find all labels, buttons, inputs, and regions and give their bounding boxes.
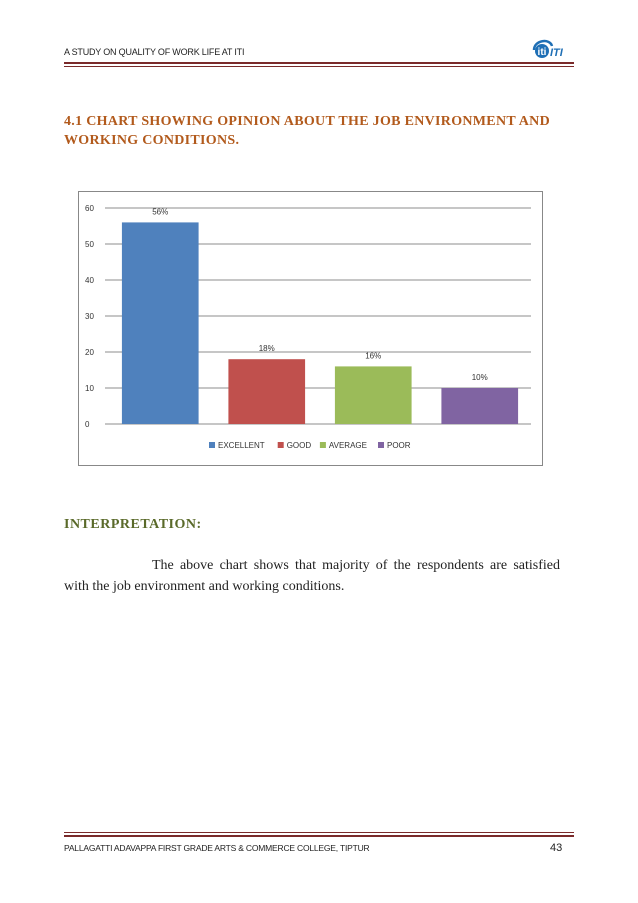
y-tick-label: 30 [85, 312, 94, 321]
legend-label: GOOD [287, 441, 312, 450]
bar-poor [441, 388, 519, 424]
legend-swatch [277, 442, 284, 448]
page-number: 43 [550, 842, 563, 854]
iti-logo: iti ITI [532, 39, 564, 59]
header-rule [64, 62, 574, 64]
data-label: 16% [365, 351, 381, 360]
legend-swatch [209, 442, 215, 448]
section-title: 4.1 CHART SHOWING OPINION ABOUT THE JOB … [64, 114, 550, 148]
data-label: 18% [259, 344, 275, 353]
bar-chart: 0 10 20 30 40 50 60 56% 18% 16% 10% EXCELLENT GOOD AV… [85, 204, 531, 450]
header-rule-thin [64, 66, 574, 67]
y-tick-label: 20 [85, 348, 94, 357]
y-tick-label: 50 [85, 240, 94, 249]
interpretation-paragraph: The above chart shows that majority of t… [64, 555, 560, 597]
footer-rule-thin [64, 832, 574, 833]
chart-container: 0 10 20 30 40 50 60 56% 18% 16% 10% EXCELLENT GOOD AV… [78, 191, 543, 466]
legend-swatch [319, 442, 326, 448]
legend-label: POOR [387, 441, 411, 450]
y-tick-label: 40 [85, 276, 94, 285]
data-label: 56% [152, 207, 168, 216]
legend-label: EXCELLENT [218, 441, 265, 450]
data-label: 10% [472, 373, 488, 382]
y-tick-label: 0 [85, 420, 90, 429]
bar-excellent [121, 222, 199, 424]
legend-swatch [378, 442, 384, 448]
y-tick-label: 60 [85, 204, 94, 213]
logo-text: iti [538, 47, 547, 58]
legend-label: AVERAGE [329, 441, 367, 450]
interpretation-heading: INTERPRETATION: [64, 517, 202, 532]
svg-text:ITI: ITI [550, 47, 564, 59]
footer-rule [64, 835, 574, 837]
running-footer: PALLAGATTI ADAVAPPA FIRST GRADE ARTS & C… [64, 843, 370, 853]
interpretation-text: The above chart shows that majority of t… [64, 558, 560, 594]
bar-average [334, 366, 412, 424]
bar-good [228, 359, 306, 424]
running-header: A STUDY ON QUALITY OF WORK LIFE AT ITI [64, 47, 245, 57]
y-tick-label: 10 [85, 384, 94, 393]
